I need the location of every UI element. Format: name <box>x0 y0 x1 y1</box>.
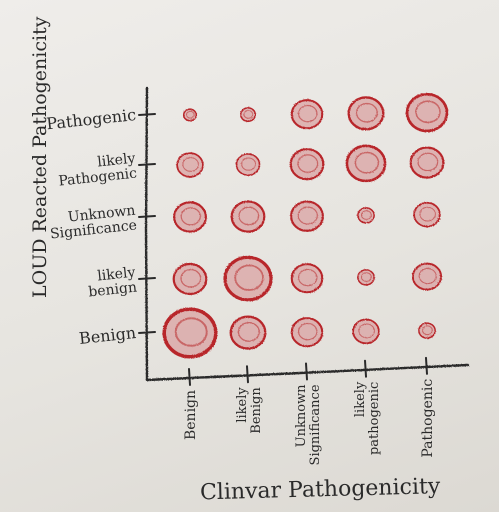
y-axis-ticks <box>138 113 156 334</box>
bubble-benign-unknown-significance <box>173 201 207 233</box>
x-tick-likely-benign <box>246 365 249 384</box>
y-tick-benign <box>138 331 156 334</box>
x-tick-label-unknown-significance: UnknownSignificance <box>294 384 323 466</box>
bubble-pathogenic-pathogenic <box>405 92 449 133</box>
y-axis-title: LOUD Reacted Pathogenicity <box>29 16 51 298</box>
x-tick-label-benign: Benign <box>183 390 199 440</box>
x-tick-unknown-significance <box>305 362 308 381</box>
bubble-likely-pathogenic-pathogenic <box>347 96 385 131</box>
bubble-likely-pathogenic-benign <box>352 318 380 345</box>
bubble-pathogenic-benign <box>418 322 436 339</box>
y-tick-label-likely-benign: likelybenign <box>86 265 138 301</box>
bubble-likely-benign-benign <box>229 315 267 350</box>
bubble-likely-pathogenic-likely-pathogenic <box>345 144 387 183</box>
bubble-likely-benign-unknown-significance <box>230 200 266 233</box>
x-axis-title: Clinvar Pathogenicity <box>200 474 441 505</box>
y-tick-likely-benign <box>138 277 156 280</box>
x-tick-likely-pathogenic <box>364 359 367 378</box>
y-tick-likely-pathogenic <box>138 163 156 166</box>
axes <box>144 86 470 382</box>
bubble-benign-likely-pathogenic <box>176 152 204 178</box>
bubble-pathogenic-likely-pathogenic <box>409 146 445 179</box>
x-axis-line <box>145 363 470 382</box>
y-tick-label-unknown-significance: UnknownSignificance <box>48 203 138 243</box>
x-tick-label-likely-benign: likelyBenign <box>235 387 264 434</box>
bubble-unknown-significance-likely-pathogenic <box>289 148 325 181</box>
x-tick-pathogenic <box>425 356 428 375</box>
bubble-likely-pathogenic-unknown-significance <box>357 207 375 224</box>
bubble-unknown-significance-pathogenic <box>290 99 324 130</box>
bubble-unknown-significance-likely-benign <box>290 263 324 294</box>
bubble-likely-benign-likely-pathogenic <box>235 153 261 177</box>
bubble-likely-benign-pathogenic <box>239 107 257 123</box>
y-tick-labels: Benign likelybenign UnknownSignificance lik… <box>45 105 137 348</box>
y-axis-line <box>144 86 149 382</box>
y-tick-pathogenic <box>138 113 156 116</box>
bubble-likely-pathogenic-likely-benign <box>357 269 375 286</box>
y-tick-label-likely-pathogenic: likelyPathogenic <box>56 151 138 190</box>
x-tick-labels: Benign likelyBenign UnknownSignificance lik… <box>183 379 436 466</box>
bubble-pathogenic-unknown-significance <box>413 201 441 228</box>
x-tick-benign <box>188 367 191 386</box>
bubbles <box>162 92 449 359</box>
bubble-benign-benign <box>162 307 218 359</box>
bubble-unknown-significance-benign <box>290 317 324 348</box>
bubble-unknown-significance-unknown-significance <box>290 200 324 232</box>
x-tick-label-pathogenic: Pathogenic <box>420 379 436 458</box>
y-tick-label-benign: Benign <box>78 323 137 348</box>
y-tick-unknown-significance <box>138 215 156 218</box>
bubble-benign-likely-benign <box>172 262 208 296</box>
y-tick-label-pathogenic: Pathogenic <box>45 105 137 133</box>
bubble-benign-pathogenic <box>182 108 198 122</box>
x-tick-label-likely-pathogenic: likelypathogenic <box>353 381 382 455</box>
x-axis-ticks <box>188 356 428 386</box>
bubble-pathogenic-likely-benign <box>411 262 443 291</box>
bubble-likely-benign-likely-benign <box>223 255 273 302</box>
